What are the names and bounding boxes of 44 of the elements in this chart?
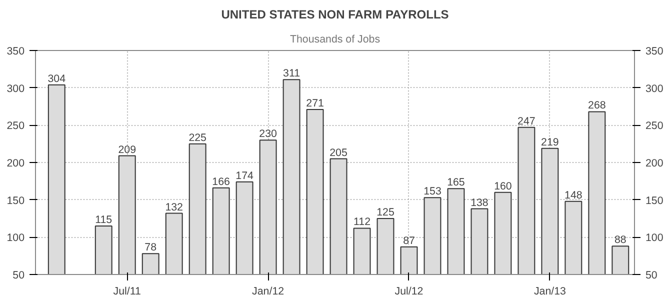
data-label: 160: [494, 180, 512, 192]
y2-tick-label: 100: [646, 232, 664, 244]
y-tick-label: 100: [6, 232, 25, 244]
y2-tick-label: 350: [646, 46, 664, 58]
y-tick-label: 200: [6, 158, 25, 170]
data-label: 78: [144, 242, 157, 254]
y2-tick-label: 300: [646, 82, 664, 95]
y-tick-label: 150: [6, 194, 25, 207]
data-label: 138: [470, 196, 488, 209]
y-tick-label: 50: [12, 270, 25, 282]
y2-tick-label: 250: [646, 120, 664, 132]
chart-subtitle: Thousands of Jobs: [290, 34, 380, 46]
data-label: 148: [564, 189, 582, 202]
data-label: 219: [541, 136, 559, 148]
data-label: 115: [95, 214, 112, 226]
data-label: 165: [447, 176, 465, 189]
y-tick-label: 300: [6, 82, 25, 95]
data-label: 87: [403, 234, 415, 247]
data-label: 166: [212, 176, 230, 188]
data-label: 311: [283, 68, 300, 80]
data-label: 132: [165, 201, 184, 214]
data-label: 112: [354, 216, 371, 228]
data-label: 205: [330, 146, 348, 159]
data-label: 153: [424, 186, 442, 198]
data-label: 268: [588, 100, 606, 112]
data-label: 304: [48, 72, 66, 85]
x-tick-label: Jan/12: [252, 286, 284, 298]
y2-tick-label: 200: [646, 158, 664, 170]
data-label: 247: [518, 115, 536, 128]
x-tick-label: Jan/13: [534, 286, 566, 298]
data-label: 209: [118, 144, 136, 156]
data-label: 125: [376, 206, 394, 218]
chart-title: UNITED STATES NON FARM PAYROLLS: [221, 8, 449, 22]
x-tick-label: Jul/12: [394, 286, 424, 298]
data-label: 230: [259, 128, 278, 140]
y-tick-label: 250: [6, 120, 25, 132]
y2-tick-label: 150: [646, 194, 664, 207]
y2-tick-label: 50: [646, 270, 658, 282]
data-label: 225: [188, 132, 207, 144]
data-label: 271: [306, 97, 324, 110]
data-label: 88: [614, 234, 626, 246]
y-tick-label: 350: [6, 46, 25, 58]
x-tick-label: Jul/11: [113, 286, 142, 298]
data-label: 174: [236, 170, 254, 182]
